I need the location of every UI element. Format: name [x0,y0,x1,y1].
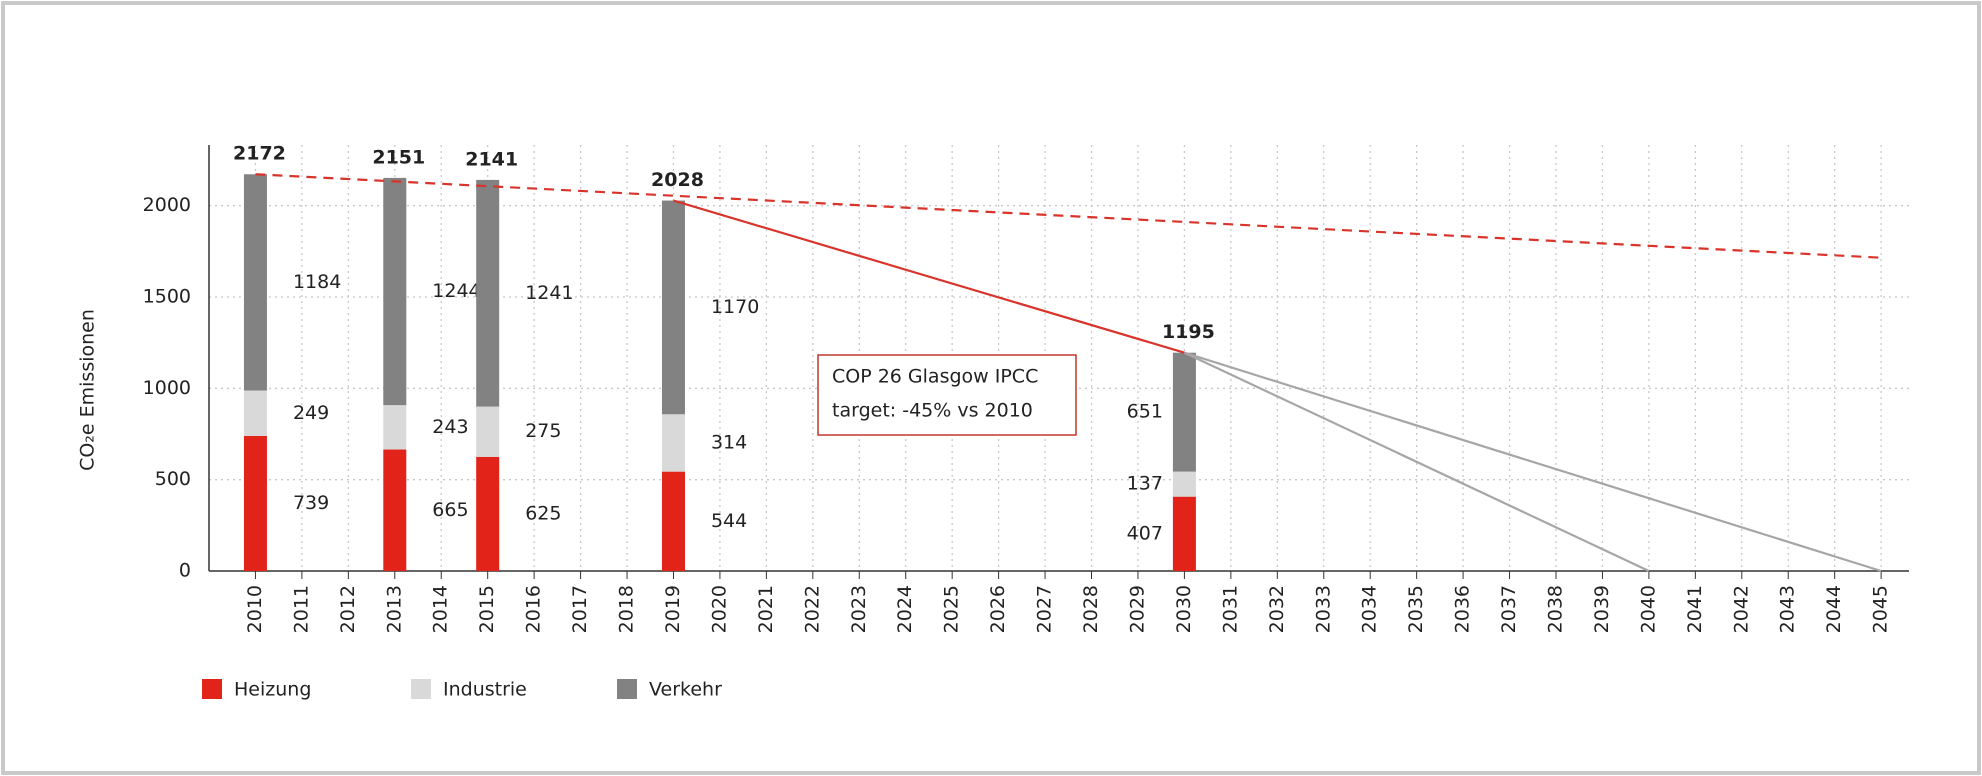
y-tick-label: 0 [179,560,191,582]
legend-label: Industrie [443,679,527,701]
total-label: 2172 [233,143,286,165]
annotation: COP 26 Glasgow IPCC [832,366,1038,388]
trend-line [255,173,1882,259]
bar-segment [383,449,407,571]
legend-swatch [411,679,431,699]
bar-segment [1172,352,1196,472]
x-tick-label: 2028 [1080,585,1102,633]
y-axis-label: CO₂e Emissionen [77,309,99,471]
x-tick-label: 2032 [1266,585,1288,633]
x-tick-label: 2022 [801,585,823,633]
x-tick-label: 2026 [987,585,1009,633]
x-tick-label: 2033 [1312,585,1334,633]
x-tick-label: 2014 [430,585,452,633]
value-label: 544 [711,510,747,532]
y-tick-label: 1500 [143,286,191,308]
bar-segment [476,179,500,407]
bar-segment [1172,496,1196,571]
x-tick-label: 2021 [755,585,777,633]
value-label: 243 [432,416,468,438]
total-label: 2028 [651,169,704,191]
x-tick-label: 2015 [476,585,498,633]
legend-label: Verkehr [649,679,722,701]
bar-segment [661,471,685,571]
bar-segment [476,456,500,571]
x-tick-label: 2027 [1034,585,1056,633]
x-tick-label: 2038 [1544,585,1566,633]
x-tick-label: 2025 [941,585,963,633]
x-tick-label: 2044 [1823,585,1845,633]
x-tick-label: 2010 [244,585,266,633]
x-tick-label: 2037 [1498,585,1520,633]
legend-swatch [617,679,637,699]
value-label: 407 [1127,522,1163,544]
x-tick-label: 2030 [1173,585,1195,633]
value-label: 137 [1127,473,1163,495]
bar-segment [243,174,267,391]
x-tick-label: 2036 [1452,585,1474,633]
x-tick-label: 2040 [1637,585,1659,633]
value-label: 1184 [293,271,341,293]
x-tick-label: 2017 [569,585,591,633]
total-label: 2141 [465,148,518,170]
legend-swatch [202,679,222,699]
legend-label: Heizung [234,679,311,701]
x-tick-label: 2043 [1777,585,1799,633]
x-tick-label: 2042 [1730,585,1752,633]
annotation-box [817,354,1077,436]
x-tick-label: 2023 [848,585,870,633]
y-tick-label: 2000 [143,194,191,216]
trend-line [1184,351,1882,573]
total-label: 1195 [1162,321,1215,343]
trend-line [1183,351,1650,572]
bar-segment [661,414,685,472]
x-tick-label: 2031 [1219,585,1241,633]
value-label: 1241 [525,282,573,304]
x-tick-label: 2034 [1359,585,1381,633]
value-label: 665 [432,499,468,521]
value-label: 275 [525,420,561,442]
x-tick-label: 2020 [708,585,730,633]
bar-segment [243,390,267,437]
x-tick-label: 2029 [1126,585,1148,633]
bar-segment [476,406,500,457]
bar-segment [661,200,685,415]
y-tick-label: 1000 [143,377,191,399]
value-label: 625 [525,502,561,524]
y-tick-label: 500 [155,468,191,490]
value-label: 1170 [711,296,759,318]
x-tick-label: 2024 [894,585,916,633]
annotation: target: -45% vs 2010 [832,400,1033,422]
value-label: 739 [293,492,329,514]
trend-line [673,199,1185,354]
x-tick-label: 2013 [383,585,405,633]
x-tick-label: 2045 [1870,585,1892,633]
x-tick-label: 2019 [662,585,684,633]
x-tick-label: 2039 [1591,585,1613,633]
value-label: 1244 [432,280,480,302]
x-tick-label: 2035 [1405,585,1427,633]
value-label: 249 [293,402,329,424]
x-tick-label: 2011 [290,585,312,633]
x-tick-label: 2041 [1684,585,1706,633]
x-tick-label: 2018 [616,585,638,633]
bar-segment [1172,471,1196,497]
total-label: 2151 [372,147,425,169]
value-label: 314 [711,431,747,453]
bar-segment [383,405,407,450]
x-tick-label: 2012 [337,585,359,633]
bar-segment [383,177,407,406]
bar-segment [243,436,267,571]
x-tick-label: 2016 [523,585,545,633]
value-label: 651 [1127,401,1163,423]
